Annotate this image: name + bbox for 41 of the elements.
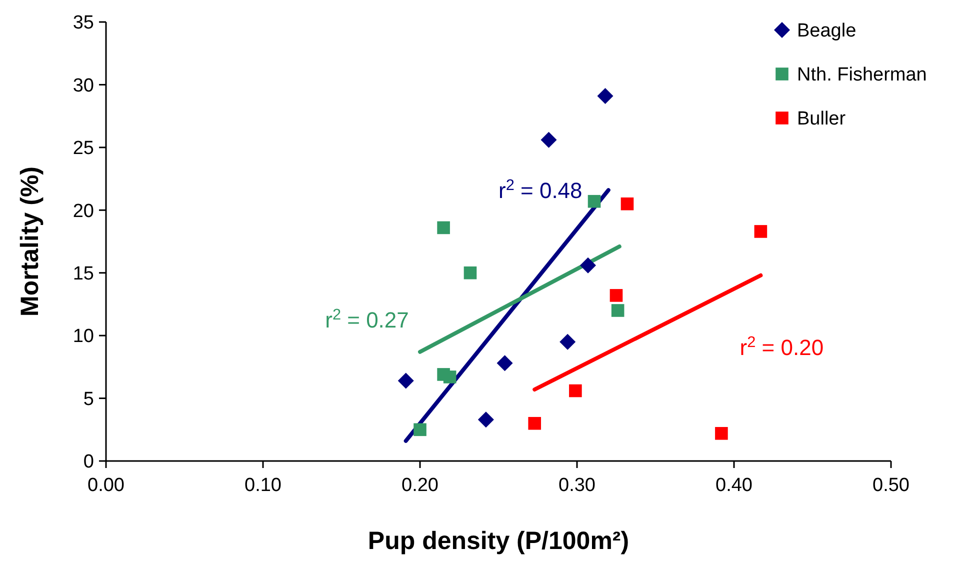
y-tick-label: 25	[72, 138, 94, 160]
y-tick-label: 15	[72, 264, 94, 285]
annotation: r$^{2}$ = 0.48	[498, 176, 582, 203]
legend-label: Nth. Fisherman	[797, 64, 927, 86]
x-tick-label: 0.20	[402, 475, 438, 496]
point	[414, 423, 426, 436]
point	[580, 257, 596, 274]
point	[464, 266, 477, 280]
x-tick-label: 0.30	[558, 475, 596, 496]
point	[569, 384, 582, 398]
x-tick-label: 0.40	[716, 475, 752, 496]
legend-label: Buller	[797, 108, 846, 130]
x-tick-label: 0.00	[88, 475, 124, 496]
x-axis-title: Pup density (P/100m²)	[368, 527, 630, 555]
annotation: r$^{2}$ = 0.27	[325, 306, 409, 333]
point	[398, 372, 414, 389]
x-tick-label: 0.50	[872, 475, 910, 496]
point	[540, 132, 557, 148]
point	[588, 194, 601, 208]
point	[437, 221, 450, 234]
point	[754, 225, 768, 238]
point	[597, 88, 614, 104]
y-tick-label: 30	[72, 75, 94, 96]
y-tick-label: 10	[72, 326, 94, 348]
point	[611, 304, 624, 317]
y-tick-label: 20	[72, 200, 94, 222]
point	[620, 197, 634, 210]
legend-label: Beagle	[797, 20, 856, 42]
point	[478, 412, 494, 428]
point	[496, 355, 513, 372]
annotation: r$^{2}$ = 0.20	[740, 334, 824, 360]
x-tick-label: 0.10	[244, 475, 282, 496]
point	[715, 427, 728, 440]
point	[528, 416, 542, 430]
point	[560, 334, 576, 350]
point	[610, 289, 623, 302]
y-tick-label: 0	[83, 452, 94, 473]
point	[443, 370, 456, 384]
y-axis-title: Mortality (%)	[16, 166, 44, 316]
y-tick-label: 35	[72, 12, 94, 34]
y-tick-label: 5	[83, 388, 94, 410]
